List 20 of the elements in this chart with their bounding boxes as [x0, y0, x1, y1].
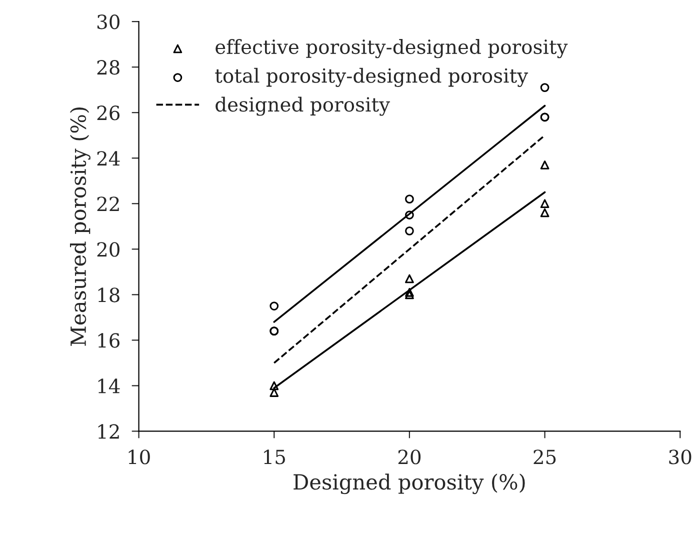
y-axis-title: Measured porosity (%)	[70, 108, 90, 346]
x-tick-label: 30	[669, 450, 692, 464]
y-tick-label: 18	[98, 288, 120, 302]
legend-label: designed porosity	[216, 96, 390, 116]
y-tick-label: 30	[97, 14, 120, 30]
y-tick-label: 26	[97, 106, 120, 120]
legend-label: effective porosity-designed porosity	[216, 39, 568, 58]
x-tick-label: 10	[128, 450, 150, 464]
y-tick-label: 24	[97, 151, 120, 166]
y-tick-label: 16	[98, 333, 120, 348]
x-tick-label: 25	[534, 450, 556, 464]
legend-label: total porosity-designed porosity	[215, 68, 528, 87]
x-tick-label: 20	[398, 450, 421, 464]
y-tick-label: 14	[98, 378, 120, 394]
x-tick-label: 15	[264, 450, 285, 464]
y-tick-label: 20	[97, 242, 120, 257]
x-axis-title: Designed porosity (%)	[294, 474, 525, 494]
y-tick-label: 12	[98, 424, 119, 439]
y-tick-label: 28	[97, 60, 120, 75]
y-tick-label: 22	[97, 196, 119, 212]
